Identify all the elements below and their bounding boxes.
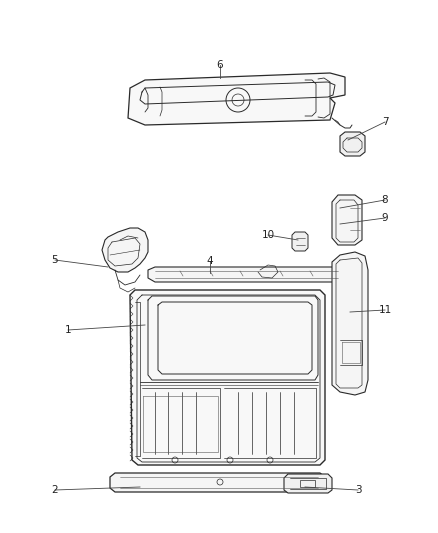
Bar bbox=[300, 480, 315, 487]
Polygon shape bbox=[292, 232, 308, 251]
Polygon shape bbox=[284, 474, 332, 493]
Polygon shape bbox=[332, 195, 362, 245]
Polygon shape bbox=[340, 132, 365, 156]
Text: 9: 9 bbox=[381, 213, 389, 223]
Circle shape bbox=[267, 457, 273, 463]
Text: 8: 8 bbox=[381, 195, 389, 205]
Text: 3: 3 bbox=[355, 485, 361, 495]
Text: 10: 10 bbox=[261, 230, 275, 240]
Text: 2: 2 bbox=[52, 485, 58, 495]
Polygon shape bbox=[128, 73, 345, 125]
Polygon shape bbox=[110, 473, 325, 492]
Text: 7: 7 bbox=[381, 117, 389, 127]
Text: 6: 6 bbox=[217, 60, 223, 70]
Text: 11: 11 bbox=[378, 305, 392, 315]
Text: 5: 5 bbox=[52, 255, 58, 265]
Text: 4: 4 bbox=[207, 256, 213, 266]
Polygon shape bbox=[130, 290, 325, 465]
Polygon shape bbox=[102, 228, 148, 272]
Circle shape bbox=[227, 457, 233, 463]
Text: 1: 1 bbox=[65, 325, 71, 335]
Polygon shape bbox=[332, 252, 368, 395]
Polygon shape bbox=[148, 267, 345, 282]
Circle shape bbox=[172, 457, 178, 463]
